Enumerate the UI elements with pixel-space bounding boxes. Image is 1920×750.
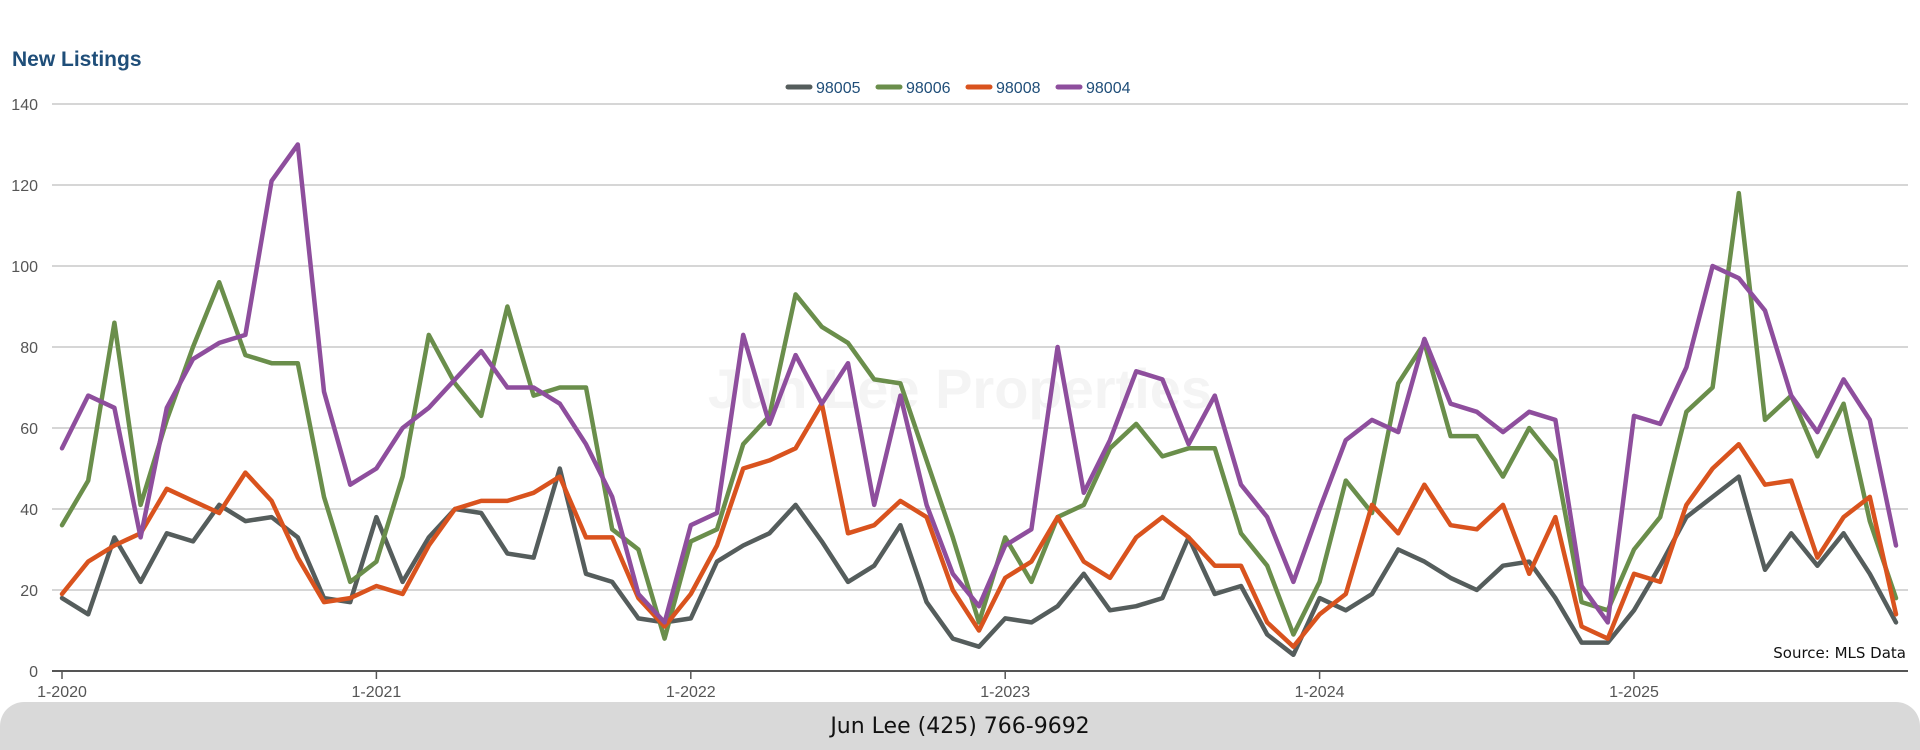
x-tick-label: 1-2020: [37, 684, 87, 701]
legend-item-98008: 98008: [965, 80, 1041, 97]
series-line-98005: [59, 466, 1899, 658]
y-tick-label: 0: [29, 664, 38, 681]
series-line-98004: [59, 142, 1899, 625]
legend-item-98005: 98005: [785, 80, 861, 97]
new-listings-chart: Jun Lee Properties 0204060801001201401-2…: [11, 80, 1908, 701]
legend-item-98004: 98004: [1055, 80, 1131, 97]
x-tick-label: 1-2022: [666, 684, 716, 701]
legend: 98005 98006 98008 98004: [785, 80, 1131, 97]
y-tick-label: 80: [20, 340, 38, 357]
footer-bar: Jun Lee (425) 766-9692: [0, 702, 1920, 750]
series-line-98006: [59, 190, 1899, 641]
y-tick-label: 60: [20, 421, 38, 438]
x-tick-label: 1-2023: [980, 684, 1030, 701]
x-tick-label: 1-2025: [1609, 684, 1659, 701]
y-tick-label: 120: [11, 178, 38, 195]
legend-label: 98005: [816, 80, 861, 97]
axes: 0 20 40 60 80 100 120 140 1-2020 1-2021 1-2022 1-20…: [11, 97, 1908, 701]
y-tick-label: 140: [11, 97, 38, 114]
y-tick-label: 40: [20, 502, 38, 519]
chart-title: New Listings: [12, 48, 142, 71]
y-tick-label: 100: [11, 259, 38, 276]
series-lines: [59, 142, 1899, 658]
legend-label: 98006: [906, 80, 951, 97]
series-line-98008: [59, 401, 1899, 649]
grid-lines: [52, 103, 1908, 591]
source-note: Source: MLS Data: [1773, 644, 1906, 662]
y-tick-label: 20: [20, 583, 38, 600]
legend-label: 98004: [1086, 80, 1131, 97]
legend-item-98006: 98006: [875, 80, 951, 97]
legend-label: 98008: [996, 80, 1041, 97]
x-tick-label: 1-2024: [1295, 684, 1345, 701]
footer-contact: Jun Lee (425) 766-9692: [830, 713, 1090, 739]
x-tick-label: 1-2021: [351, 684, 401, 701]
